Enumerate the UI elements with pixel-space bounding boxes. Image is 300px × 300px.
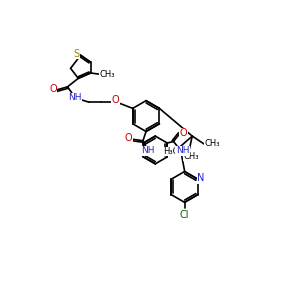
Text: H₃C: H₃C (163, 147, 178, 156)
Text: NH: NH (176, 146, 189, 155)
Text: O: O (124, 134, 132, 143)
Text: N: N (197, 173, 205, 184)
Text: O: O (180, 128, 187, 138)
Text: S: S (74, 49, 80, 59)
Text: O: O (49, 84, 57, 94)
Text: Cl: Cl (180, 210, 189, 220)
Text: CH₃: CH₃ (205, 139, 220, 148)
Text: NH: NH (68, 93, 82, 102)
Text: O: O (111, 95, 119, 105)
Text: NH: NH (142, 146, 155, 155)
Text: CH₃: CH₃ (184, 152, 199, 160)
Text: CH₃: CH₃ (100, 70, 115, 79)
